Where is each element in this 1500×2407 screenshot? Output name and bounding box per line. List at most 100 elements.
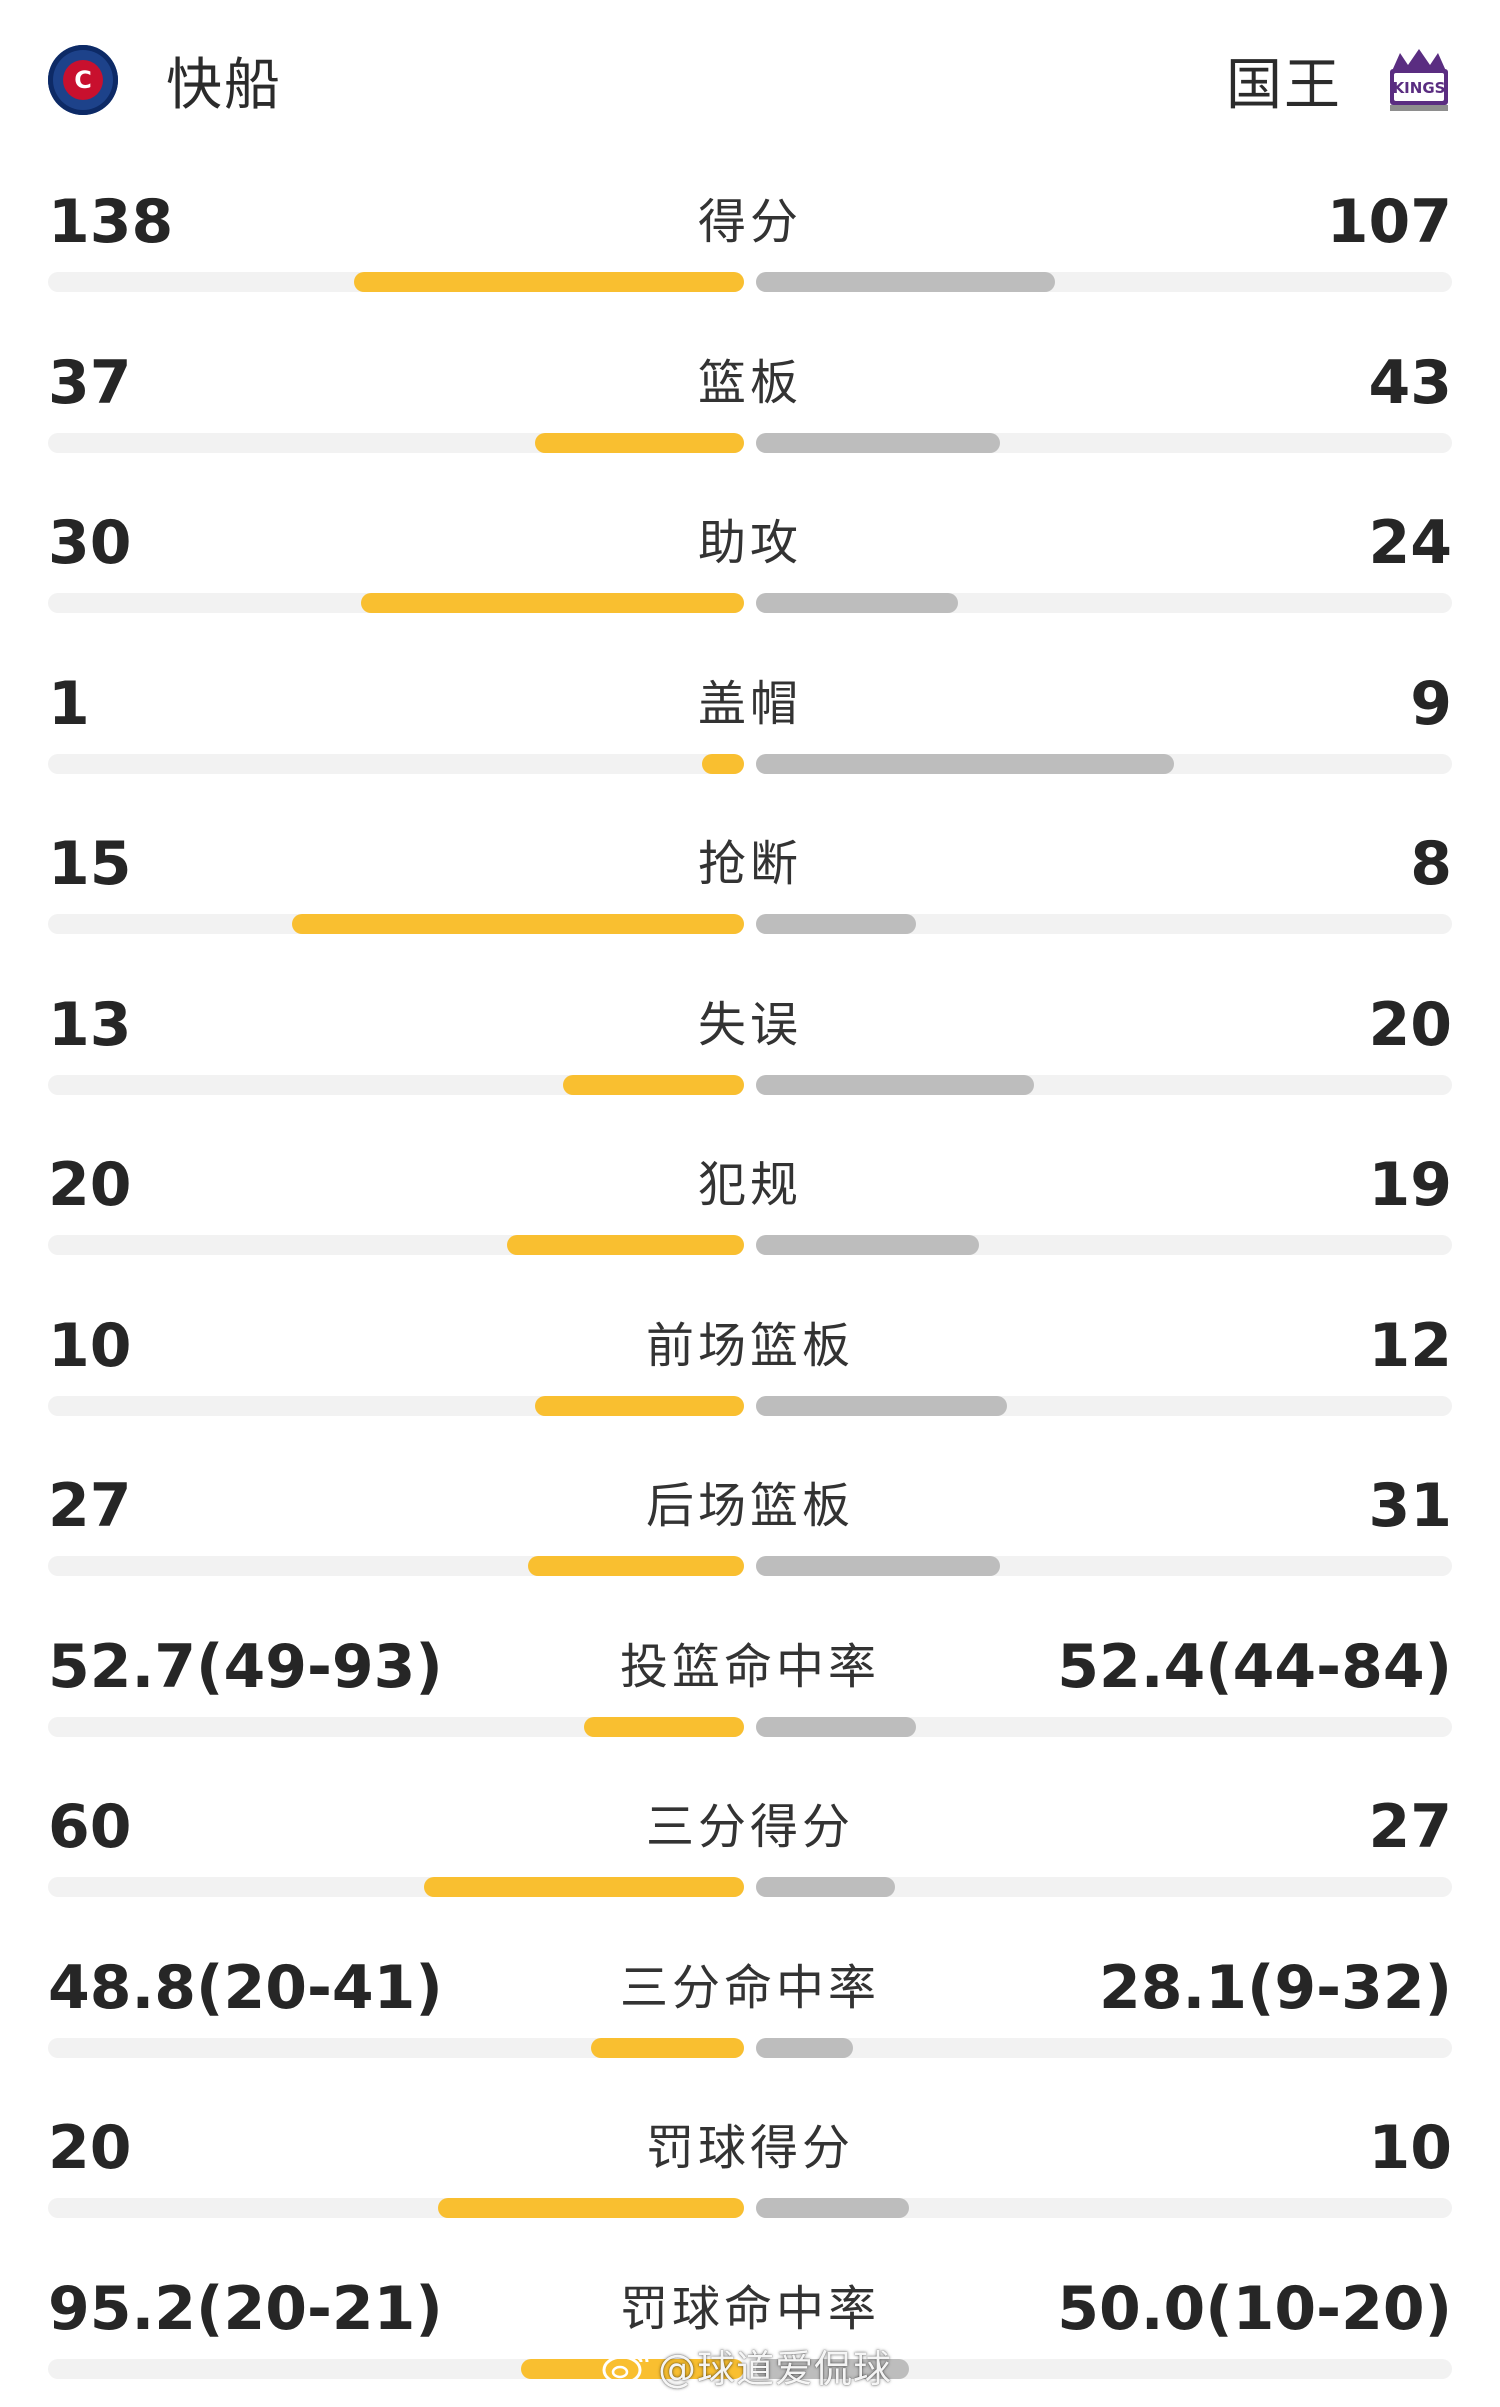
away-stat-bar	[756, 593, 958, 613]
away-bar-track	[756, 2038, 1452, 2058]
watermark: @球道爱侃球	[600, 2338, 892, 2393]
away-stat-value: 12	[1369, 1310, 1453, 1382]
home-stat-bar	[535, 433, 744, 453]
stat-label: 后场篮板	[0, 1470, 1500, 1542]
away-stat-value: 50.0(10-20)	[1057, 2273, 1452, 2345]
away-stat-bar	[756, 914, 916, 934]
home-stat-bar	[535, 1396, 744, 1416]
home-bar-track	[48, 2038, 744, 2058]
away-stat-value: 20	[1369, 989, 1453, 1061]
away-stat-bar	[756, 272, 1055, 292]
home-team: C 快船	[48, 40, 282, 120]
home-stat-bar	[354, 272, 744, 292]
watermark-text: @球道爱侃球	[658, 2338, 892, 2393]
away-stat-value: 27	[1369, 1791, 1453, 1863]
home-bar-track	[48, 2198, 744, 2218]
away-bar-track	[756, 2198, 1452, 2218]
stat-label: 罚球得分	[0, 2112, 1500, 2184]
stat-label: 盖帽	[0, 668, 1500, 740]
home-bar-track	[48, 1396, 744, 1416]
home-stat-bar	[584, 1717, 744, 1737]
home-stat-bar	[591, 2038, 744, 2058]
stat-label: 得分	[0, 186, 1500, 258]
kings-logo-icon: KINGS	[1386, 45, 1452, 115]
away-stat-value: 43	[1369, 347, 1453, 419]
away-stat-bar	[756, 433, 1000, 453]
away-stat-bar	[756, 1235, 979, 1255]
home-stat-bar	[563, 1075, 744, 1095]
home-bar-track	[48, 1556, 744, 1576]
weibo-icon	[600, 2346, 652, 2386]
stat-label: 篮板	[0, 347, 1500, 419]
stat-label: 三分得分	[0, 1791, 1500, 1863]
away-stat-value: 24	[1369, 507, 1453, 579]
team-header: C 快船 国王 KINGS	[0, 0, 1500, 160]
home-bar-track	[48, 1877, 744, 1897]
away-bar-track	[756, 1235, 1452, 1255]
away-team-name: 国王	[1226, 40, 1342, 121]
away-stat-value: 9	[1410, 668, 1452, 740]
home-bar-track	[48, 272, 744, 292]
home-team-name: 快船	[166, 40, 282, 121]
away-stat-bar	[756, 1556, 1000, 1576]
away-bar-track	[756, 593, 1452, 613]
stat-label: 失误	[0, 989, 1500, 1061]
away-bar-track	[756, 1075, 1452, 1095]
away-stat-bar	[756, 2198, 909, 2218]
away-team: 国王 KINGS	[1226, 40, 1452, 120]
stat-label: 抢断	[0, 828, 1500, 900]
home-stat-bar	[361, 593, 744, 613]
away-stat-bar	[756, 1877, 895, 1897]
clippers-logo-icon: C	[48, 45, 118, 115]
clippers-logo-mark: C	[63, 60, 103, 100]
away-stat-value: 28.1(9-32)	[1099, 1952, 1452, 2024]
home-bar-track	[48, 1717, 744, 1737]
home-bar-track	[48, 433, 744, 453]
home-stat-bar	[702, 754, 744, 774]
home-stat-bar	[507, 1235, 744, 1255]
stat-label: 助攻	[0, 507, 1500, 579]
away-stat-bar	[756, 1396, 1007, 1416]
away-bar-track	[756, 1877, 1452, 1897]
home-stat-bar	[528, 1556, 744, 1576]
away-stat-value: 52.4(44-84)	[1057, 1631, 1452, 1703]
away-bar-track	[756, 1396, 1452, 1416]
stat-label: 犯规	[0, 1149, 1500, 1221]
away-stat-value: 8	[1410, 828, 1452, 900]
away-stat-bar	[756, 754, 1174, 774]
away-stat-value: 10	[1369, 2112, 1453, 2184]
home-stat-bar	[292, 914, 744, 934]
kings-logo-text: KINGS	[1393, 79, 1446, 97]
away-stat-bar	[756, 2038, 853, 2058]
home-bar-track	[48, 1075, 744, 1095]
stat-label: 前场篮板	[0, 1310, 1500, 1382]
away-bar-track	[756, 433, 1452, 453]
away-bar-track	[756, 1717, 1452, 1737]
home-bar-track	[48, 1235, 744, 1255]
home-stat-bar	[438, 2198, 744, 2218]
away-stat-bar	[756, 1717, 916, 1737]
away-bar-track	[756, 914, 1452, 934]
home-stat-bar	[424, 1877, 744, 1897]
away-bar-track	[756, 1556, 1452, 1576]
home-bar-track	[48, 593, 744, 613]
away-bar-track	[756, 754, 1452, 774]
away-stat-value: 107	[1327, 186, 1452, 258]
away-stat-value: 31	[1369, 1470, 1453, 1542]
away-stat-value: 19	[1369, 1149, 1453, 1221]
away-stat-bar	[756, 1075, 1034, 1095]
